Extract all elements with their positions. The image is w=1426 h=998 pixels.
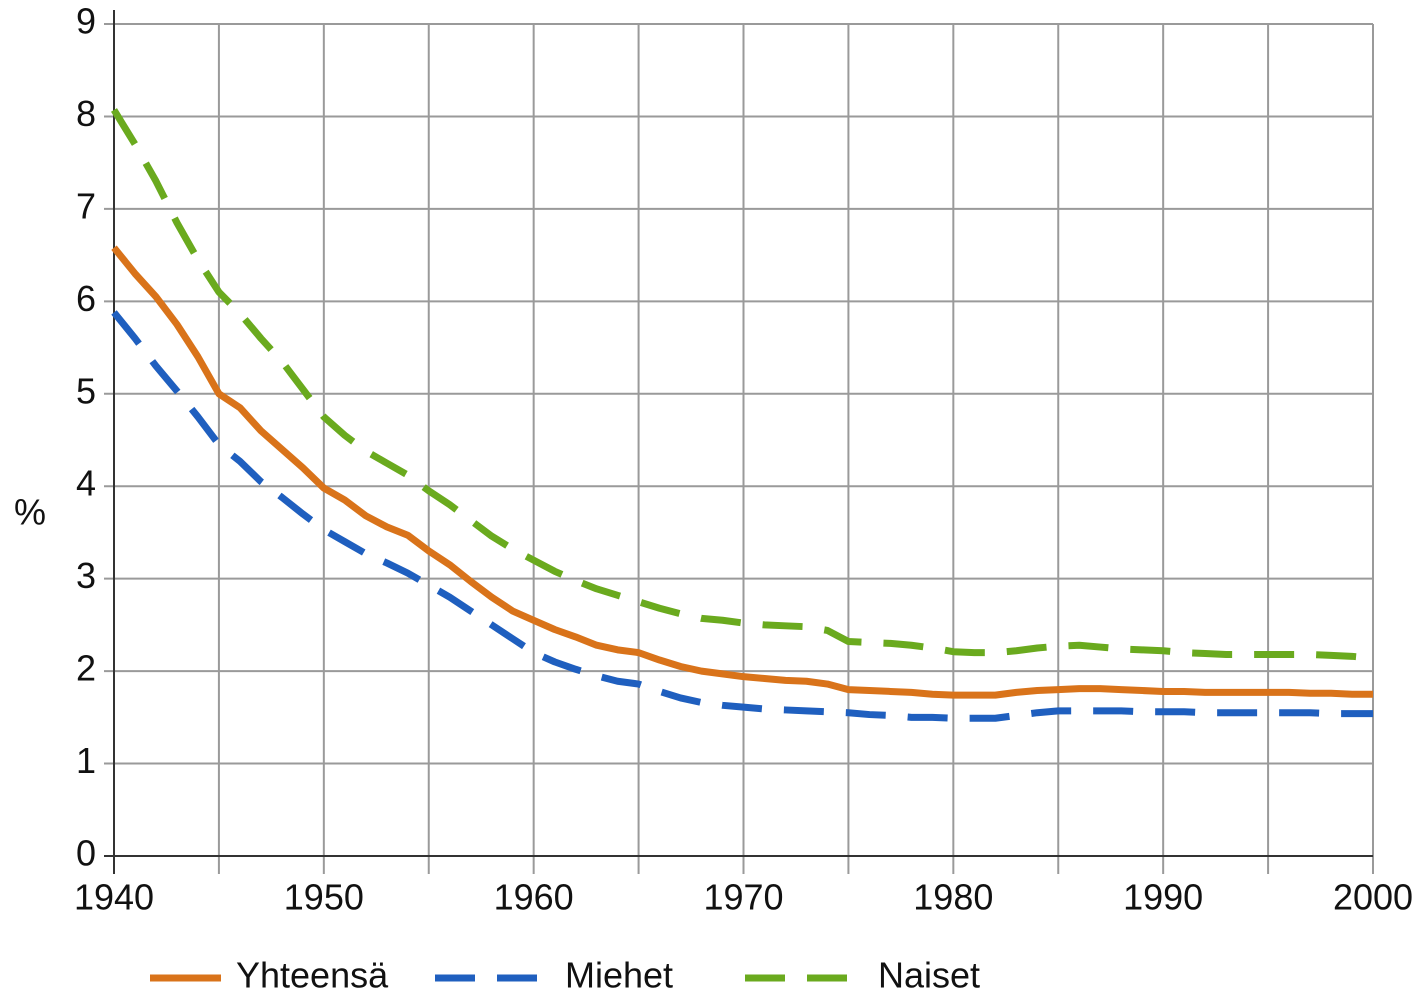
y-tick-label: 8 (76, 93, 96, 134)
y-tick-label: 9 (76, 1, 96, 42)
legend-label: Yhteensä (236, 955, 389, 996)
x-tick-label: 1990 (1123, 877, 1203, 918)
y-tick-label: 6 (76, 278, 96, 319)
y-tick-label: 1 (76, 740, 96, 781)
y-tick-label: 4 (76, 463, 96, 504)
y-tick-label: 3 (76, 555, 96, 596)
x-tick-label: 1980 (913, 877, 993, 918)
y-axis-label: % (14, 492, 46, 533)
y-tick-label: 2 (76, 648, 96, 689)
data-line (111, 310, 1373, 722)
x-tick-label: 1960 (494, 877, 574, 918)
x-tick-label: 1940 (74, 877, 154, 918)
data-line (111, 108, 1374, 662)
x-tick-label: 1970 (703, 877, 783, 918)
y-tick-label: 7 (76, 185, 96, 226)
data-line (111, 245, 1373, 699)
y-tick-label: 0 (76, 833, 96, 874)
x-tick-label: 1950 (284, 877, 364, 918)
legend-label: Miehet (565, 955, 673, 996)
legend-label: Naiset (878, 955, 980, 996)
x-tick-label: 2000 (1333, 877, 1413, 918)
y-tick-label: 5 (76, 370, 96, 411)
